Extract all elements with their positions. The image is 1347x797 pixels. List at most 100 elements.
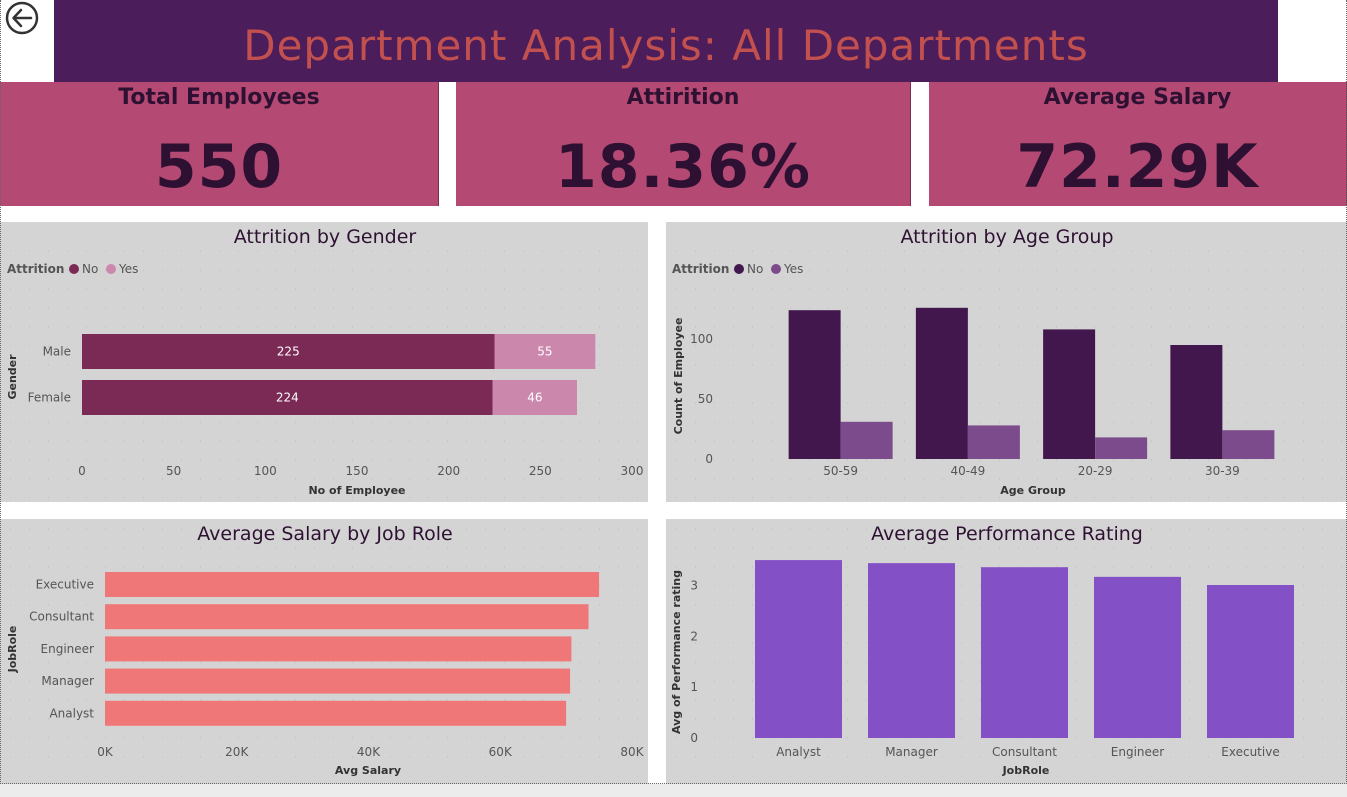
- kpi-label: Total Employees: [118, 85, 320, 110]
- x-tick-label: 300: [621, 464, 644, 478]
- x-tick-label: 30-39: [1205, 464, 1240, 478]
- x-axis-title: Avg Salary: [335, 764, 401, 777]
- bar-engineer: [105, 636, 572, 662]
- x-axis-title: No of Employee: [308, 484, 405, 497]
- chart-attrition-by-age-group[interactable]: Attrition by Age Group Attrition No Yes 0 50 1…: [666, 222, 1347, 502]
- bar-engineer: [1094, 576, 1181, 738]
- legend-label-yes: Yes: [783, 262, 803, 276]
- legend-label-no: No: [747, 262, 763, 276]
- chart-title: Average Performance Rating: [871, 523, 1143, 545]
- age-chart-svg: Attrition by Age Group Attrition No Yes 0 50 1…: [672, 226, 1342, 499]
- x-tick-label: 60K: [489, 745, 513, 759]
- legend-marker-no: [69, 264, 79, 274]
- kpi-value: 550: [154, 132, 284, 202]
- chart-title: Average Salary by Job Role: [197, 523, 452, 545]
- y-axis-title: Avg of Performance rating: [670, 570, 683, 734]
- page-title: Department Analysis: All Departments: [243, 20, 1089, 70]
- y-axis-title: Gender: [6, 354, 19, 400]
- x-tick-label: 0K: [97, 745, 114, 759]
- y-tick-label: 100: [690, 332, 713, 346]
- gender-chart-svg: Attrition by Gender Attrition No Yes 0 50 100 1…: [6, 226, 644, 499]
- y-tick-label: Analyst: [49, 706, 94, 720]
- y-tick-label: 50: [698, 392, 713, 406]
- x-tick-label: 50: [166, 464, 181, 478]
- kpi-label: Attirition: [626, 85, 740, 110]
- y-tick-label: Manager: [41, 674, 94, 688]
- bar-30-39-no: [1170, 345, 1223, 459]
- x-axis-title: Age Group: [1000, 484, 1066, 497]
- y-tick-label: Engineer: [41, 642, 95, 656]
- y-tick-label: Male: [43, 345, 71, 359]
- bar-female-no: [82, 380, 493, 415]
- data-label: 224: [276, 391, 299, 405]
- bar-consultant: [105, 604, 589, 630]
- x-tick-label: Manager: [885, 745, 938, 759]
- x-tick-label: 40K: [357, 745, 381, 759]
- data-label: 225: [277, 345, 300, 359]
- legend-label-no: No: [82, 262, 98, 276]
- legend-label-yes: Yes: [118, 262, 138, 276]
- kpi-label: Average Salary: [1043, 85, 1232, 110]
- y-axis-title: JobRole: [6, 626, 19, 674]
- data-label: 46: [527, 391, 542, 405]
- bar-50-59-no: [788, 310, 841, 459]
- chart-attrition-by-gender[interactable]: Attrition by Gender Attrition No Yes 0 50 100 1…: [0, 222, 648, 502]
- bar-50-59-yes: [840, 421, 893, 459]
- x-axis-title: JobRole: [1002, 764, 1050, 777]
- legend-title: Attrition: [7, 262, 64, 276]
- bar-40-49-no: [915, 307, 968, 459]
- bar-executive: [1207, 584, 1294, 738]
- bar-analyst: [105, 700, 567, 726]
- x-tick-label: 20K: [225, 745, 249, 759]
- bar-executive: [105, 572, 600, 597]
- y-tick-label: Consultant: [29, 610, 94, 624]
- x-tick-label: 0: [78, 464, 86, 478]
- bar-analyst: [755, 560, 842, 738]
- x-tick-label: Analyst: [776, 745, 821, 759]
- y-tick-label: 3: [690, 579, 698, 593]
- arrow-left-circle-icon: [5, 1, 39, 35]
- y-axis-title: Count of Employee: [672, 318, 685, 435]
- back-button[interactable]: [4, 1, 40, 35]
- x-tick-label: 250: [529, 464, 552, 478]
- header-banner: Department Analysis: All Departments: [54, 0, 1278, 82]
- kpi-card-total-employees[interactable]: Total Employees 550: [0, 82, 439, 206]
- bar-consultant: [981, 567, 1068, 738]
- chart-average-salary-by-job-role[interactable]: Average Salary by Job Role 0K 20K 40K 60K 80K…: [0, 519, 648, 784]
- bar-20-29-no: [1043, 329, 1096, 459]
- bar-20-29-yes: [1095, 437, 1148, 459]
- bar-female-yes: [492, 380, 577, 415]
- y-tick-label: 0: [705, 452, 713, 466]
- data-label: 55: [537, 345, 552, 359]
- chart-average-performance-rating[interactable]: Average Performance Rating 0 1 2 3 Analyst Man…: [666, 519, 1347, 784]
- legend-marker-yes: [106, 264, 116, 274]
- bar-manager: [868, 563, 955, 738]
- y-tick-label: Executive: [36, 578, 94, 592]
- kpi-value: 18.36%: [555, 132, 811, 202]
- x-tick-label: 40-49: [950, 464, 985, 478]
- kpi-card-attrition[interactable]: Attirition 18.36%: [456, 82, 911, 206]
- x-tick-label: 80K: [620, 745, 644, 759]
- x-tick-label: 150: [346, 464, 369, 478]
- y-tick-label: 1: [690, 680, 698, 694]
- y-tick-label: 2: [690, 629, 698, 643]
- x-tick-label: Executive: [1221, 745, 1279, 759]
- x-tick-label: Engineer: [1111, 745, 1165, 759]
- chart-title: Attrition by Gender: [234, 226, 417, 248]
- performance-chart-svg: Average Performance Rating 0 1 2 3 Analyst Man…: [670, 523, 1342, 777]
- x-tick-label: 20-29: [1078, 464, 1113, 478]
- x-tick-label: Consultant: [992, 745, 1057, 759]
- legend-marker-yes: [771, 264, 781, 274]
- legend-title: Attrition: [672, 262, 729, 276]
- kpi-card-average-salary[interactable]: Average Salary 72.29K: [929, 82, 1347, 206]
- x-tick-label: 50-59: [823, 464, 858, 478]
- y-tick-label: 0: [690, 731, 698, 745]
- bar-male-yes: [494, 334, 596, 369]
- chart-title: Attrition by Age Group: [900, 226, 1113, 248]
- bar-40-49-yes: [967, 425, 1020, 459]
- x-tick-label: 200: [437, 464, 460, 478]
- page-footer-strip: [0, 784, 1347, 797]
- y-tick-label: Female: [28, 391, 71, 405]
- bar-30-39-yes: [1222, 430, 1275, 459]
